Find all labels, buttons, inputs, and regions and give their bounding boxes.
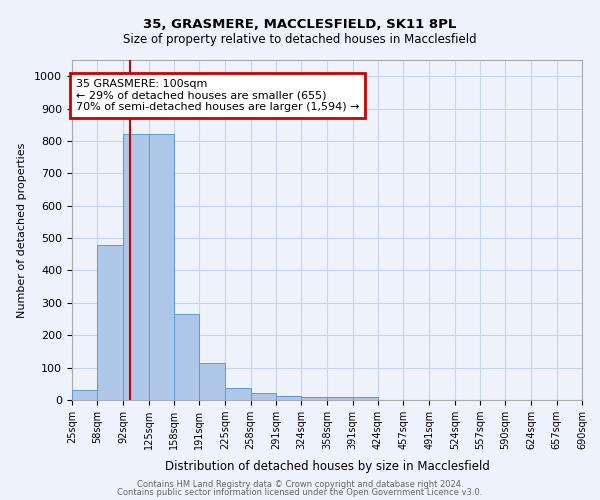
Bar	[276, 396, 301, 400]
Bar	[72, 390, 97, 400]
Text: Contains public sector information licensed under the Open Government Licence v3: Contains public sector information licen…	[118, 488, 482, 497]
Bar	[226, 388, 251, 400]
Bar	[199, 364, 226, 400]
Y-axis label: Number of detached properties: Number of detached properties	[17, 142, 28, 318]
Bar	[149, 134, 174, 400]
Text: Size of property relative to detached houses in Macclesfield: Size of property relative to detached ho…	[123, 32, 477, 46]
Text: Contains HM Land Registry data © Crown copyright and database right 2024.: Contains HM Land Registry data © Crown c…	[137, 480, 463, 489]
X-axis label: Distribution of detached houses by size in Macclesfield: Distribution of detached houses by size …	[164, 460, 490, 473]
Bar	[301, 398, 328, 400]
Bar	[97, 244, 124, 400]
Bar	[328, 398, 353, 400]
Bar	[353, 398, 378, 400]
Bar	[251, 393, 276, 400]
Bar	[124, 134, 149, 400]
Text: 35 GRASMERE: 100sqm
← 29% of detached houses are smaller (655)
70% of semi-detac: 35 GRASMERE: 100sqm ← 29% of detached ho…	[76, 79, 359, 112]
Bar	[174, 314, 199, 400]
Text: 35, GRASMERE, MACCLESFIELD, SK11 8PL: 35, GRASMERE, MACCLESFIELD, SK11 8PL	[143, 18, 457, 30]
